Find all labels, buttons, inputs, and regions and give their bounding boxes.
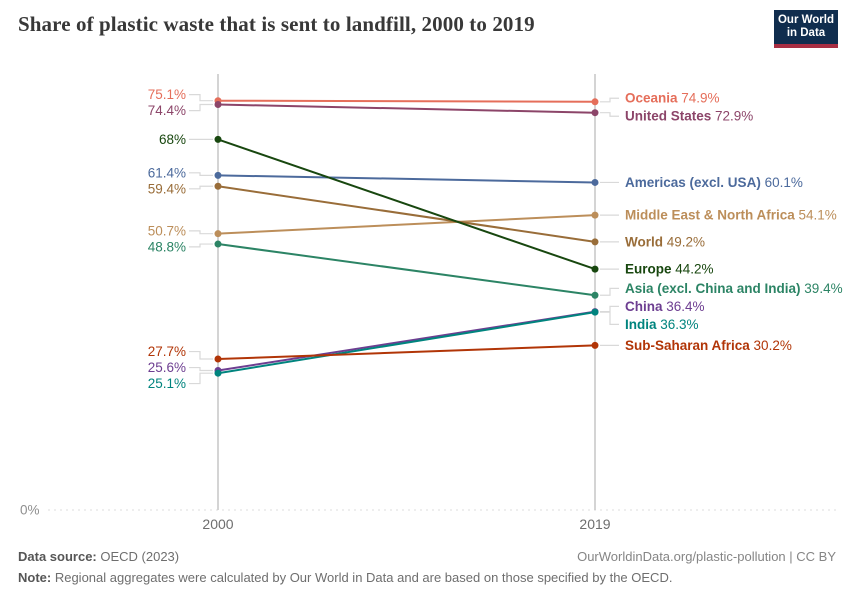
owid-logo: Our World in Data	[774, 10, 838, 48]
series-dot-2000-united-states	[214, 101, 222, 109]
series-dot-2019-oceania	[591, 98, 599, 106]
footer-source-row: Data source: OECD (2023) OurWorldinData.…	[18, 546, 836, 567]
x-tick-label-2019: 2019	[579, 516, 610, 532]
owid-url-text: OurWorldinData.org/plastic-pollution | C…	[577, 549, 836, 564]
left-label-connector-china	[189, 366, 213, 372]
series-line-asia-excl-china-and-india	[217, 243, 596, 297]
series-line-india	[217, 311, 596, 375]
series-dot-2000-americas-excl-usa	[214, 171, 222, 179]
page-title: Share of plastic waste that is sent to l…	[18, 12, 535, 36]
left-label-connector-americas-excl-usa	[189, 172, 213, 176]
series-label-americas-excl-usa: Americas (excl. USA) 60.1%	[625, 175, 803, 190]
left-label-connector-asia-excl-china-and-india	[189, 243, 213, 248]
series-dot-2019-americas-excl-usa	[591, 178, 599, 186]
series-line-europe	[217, 138, 596, 271]
start-value-label-middle-east-north-africa: 50.7%	[148, 223, 186, 238]
series-label-sub-saharan-africa: Sub-Saharan Africa 30.2%	[625, 338, 792, 353]
series-dot-2019-united-states	[591, 109, 599, 117]
start-value-label-india: 25.1%	[148, 376, 186, 391]
series-label-europe: Europe 44.2%	[625, 262, 714, 277]
series-label-middle-east-north-africa: Middle East & North Africa 54.1%	[625, 208, 837, 223]
right-label-connector-asia-excl-china-and-india	[600, 287, 619, 296]
start-value-label-united-states: 74.4%	[148, 103, 186, 118]
start-value-label-china: 25.6%	[148, 360, 186, 375]
footer-note-row: Note: Regional aggregates were calculate…	[18, 567, 836, 588]
left-label-connector-sub-saharan-africa	[189, 350, 213, 360]
series-dot-2019-india	[591, 308, 599, 316]
right-label-connector-china	[600, 305, 619, 313]
series-label-india: India 36.3%	[625, 317, 699, 332]
series-label-united-states: United States 72.9%	[625, 109, 753, 124]
left-label-connector-world	[189, 185, 213, 190]
series-dot-2000-sub-saharan-africa	[214, 355, 222, 363]
note-value: Regional aggregates were calculated by O…	[51, 570, 673, 585]
right-label-connector-india	[600, 311, 619, 325]
right-label-connector-oceania	[600, 97, 619, 103]
start-value-label-world: 59.4%	[148, 181, 186, 196]
start-value-label-asia-excl-china-and-india: 48.8%	[148, 239, 186, 254]
series-line-americas-excl-usa	[217, 174, 596, 184]
data-source-label: Data source:	[18, 549, 97, 564]
start-value-label-sub-saharan-africa: 27.7%	[148, 344, 186, 359]
owid-logo-line1: Our World	[777, 14, 834, 26]
data-source-value: OECD (2023)	[96, 549, 180, 564]
series-line-middle-east-north-africa	[217, 214, 596, 235]
x-tick-label-2000: 2000	[202, 516, 233, 532]
start-value-label-europe: 68%	[159, 132, 186, 147]
start-value-label-americas-excl-usa: 61.4%	[148, 165, 186, 180]
series-label-world: World 49.2%	[625, 234, 705, 249]
owid-logo-line2: in Data	[786, 27, 826, 39]
series-dot-2000-india	[214, 369, 222, 377]
left-label-connector-oceania	[189, 94, 213, 102]
series-dot-2000-europe	[214, 135, 222, 143]
start-value-label-oceania: 75.1%	[148, 87, 186, 102]
series-dot-2019-asia-excl-china-and-india	[591, 291, 599, 299]
note-label: Note:	[18, 570, 52, 585]
series-line-sub-saharan-africa	[217, 344, 596, 361]
series-line-oceania	[217, 99, 596, 103]
series-line-united-states	[217, 103, 596, 114]
left-label-connector-united-states	[189, 103, 213, 112]
series-dot-2019-sub-saharan-africa	[591, 341, 599, 349]
chart-footer: Data source: OECD (2023) OurWorldinData.…	[18, 546, 836, 588]
series-dot-2000-asia-excl-china-and-india	[214, 240, 222, 248]
series-label-asia-excl-china-and-india: Asia (excl. China and India) 39.4%	[625, 281, 843, 296]
series-dot-2019-europe	[591, 265, 599, 273]
series-line-world	[217, 185, 596, 243]
slope-chart: 0% 2000 2019 75.1%74.4% 68% 61.4%59.4% 50.7%48…	[20, 74, 843, 532]
series-label-china: China 36.4%	[625, 299, 705, 314]
series-dot-2000-middle-east-north-africa	[214, 230, 222, 238]
data-source-text: Data source: OECD (2023)	[18, 546, 179, 567]
series-dot-2000-world	[214, 182, 222, 190]
right-label-connector-united-states	[600, 112, 619, 117]
y-axis-zero-label: 0%	[20, 503, 40, 518]
left-label-connector-india	[189, 372, 213, 385]
left-label-connector-middle-east-north-africa	[189, 230, 213, 235]
series-dot-2019-middle-east-north-africa	[591, 211, 599, 219]
series-label-oceania: Oceania 74.9%	[625, 91, 720, 106]
series-dot-2019-world	[591, 238, 599, 246]
